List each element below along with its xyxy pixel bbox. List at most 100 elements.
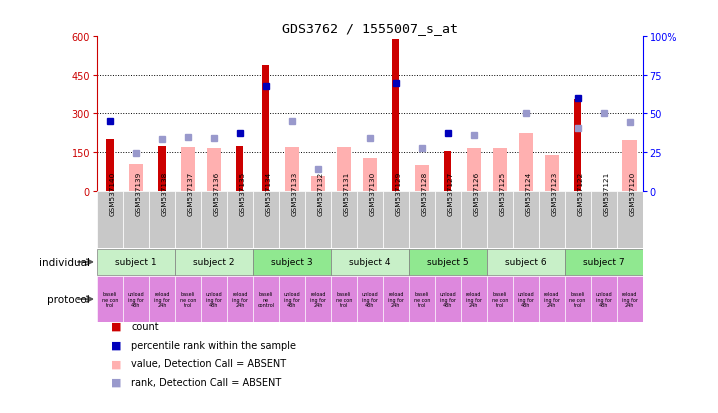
Text: GSM537139: GSM537139 (136, 172, 142, 216)
Bar (97, 249, 175, 275)
Text: ■: ■ (111, 377, 122, 387)
Bar (623, 141, 637, 191)
Bar (467, 149, 481, 191)
Bar (129, 164, 143, 191)
Bar (461, 191, 487, 248)
Bar (123, 277, 149, 322)
Text: GSM537134: GSM537134 (266, 172, 272, 216)
Bar (513, 191, 538, 248)
Text: GSM537129: GSM537129 (396, 172, 402, 216)
Text: percentile rank within the sample: percentile rank within the sample (131, 340, 297, 350)
Text: GSM537125: GSM537125 (500, 172, 505, 216)
Text: GSM537123: GSM537123 (551, 172, 558, 216)
Text: GSM537121: GSM537121 (604, 172, 610, 216)
Text: baseli
ne
control: baseli ne control (257, 292, 274, 307)
Bar (253, 277, 279, 322)
Bar (544, 155, 559, 191)
Text: GSM537128: GSM537128 (421, 172, 428, 216)
Bar (487, 249, 564, 275)
Text: GSM537120: GSM537120 (630, 172, 635, 216)
Text: GSM537138: GSM537138 (162, 172, 168, 216)
Text: reload
ing for
24h: reload ing for 24h (154, 292, 170, 307)
Bar (279, 277, 305, 322)
Bar (158, 146, 166, 191)
Text: baseli
ne con
trol: baseli ne con trol (492, 292, 508, 307)
Text: subject 3: subject 3 (271, 258, 312, 267)
Title: GDS3762 / 1555007_s_at: GDS3762 / 1555007_s_at (281, 21, 458, 35)
Bar (591, 277, 617, 322)
Bar (305, 191, 331, 248)
Bar (409, 191, 434, 248)
Text: subject 5: subject 5 (427, 258, 469, 267)
Bar (227, 277, 253, 322)
Text: GSM537122: GSM537122 (578, 172, 584, 216)
Text: reload
ing for
24h: reload ing for 24h (309, 292, 326, 307)
Bar (311, 177, 325, 191)
Text: GSM537140: GSM537140 (110, 172, 116, 216)
Bar (106, 140, 113, 191)
Text: value, Detection Call = ABSENT: value, Detection Call = ABSENT (131, 358, 286, 368)
Bar (383, 191, 409, 248)
Bar (149, 277, 175, 322)
Bar (518, 133, 533, 191)
Bar (617, 277, 643, 322)
Bar (357, 277, 383, 322)
Bar (149, 191, 175, 248)
Bar (574, 100, 582, 191)
Bar (357, 191, 383, 248)
Bar (414, 165, 429, 191)
Text: GSM537135: GSM537135 (240, 172, 246, 216)
Text: GSM537137: GSM537137 (188, 172, 194, 216)
Bar (284, 147, 299, 191)
Text: GSM537130: GSM537130 (370, 172, 376, 216)
Text: protocol: protocol (47, 294, 90, 304)
Bar (201, 277, 227, 322)
Text: GSM537133: GSM537133 (292, 172, 298, 216)
Bar (97, 191, 123, 248)
Bar (409, 277, 434, 322)
Bar (331, 191, 357, 248)
Text: GSM537136: GSM537136 (214, 172, 220, 216)
Bar (227, 191, 253, 248)
Bar (123, 191, 149, 248)
Text: reload
ing for
24h: reload ing for 24h (466, 292, 482, 307)
Bar (617, 191, 643, 248)
Text: baseli
ne con
trol: baseli ne con trol (414, 292, 430, 307)
Text: reload
ing for
24h: reload ing for 24h (622, 292, 638, 307)
Bar (175, 191, 201, 248)
Text: subject 2: subject 2 (193, 258, 235, 267)
Bar (331, 277, 357, 322)
Text: GSM537126: GSM537126 (474, 172, 480, 216)
Bar (591, 191, 617, 248)
Text: subject 6: subject 6 (505, 258, 546, 267)
Text: GSM537124: GSM537124 (526, 172, 531, 216)
Text: count: count (131, 321, 159, 331)
Bar (331, 249, 409, 275)
Text: rank, Detection Call = ABSENT: rank, Detection Call = ABSENT (131, 377, 281, 387)
Bar (97, 277, 123, 322)
Text: GSM537131: GSM537131 (344, 172, 350, 216)
Text: reload
ing for
24h: reload ing for 24h (232, 292, 248, 307)
Bar (363, 159, 377, 191)
Text: unload
ing for
48h: unload ing for 48h (439, 292, 456, 307)
Text: ■: ■ (111, 321, 122, 331)
Bar (253, 191, 279, 248)
Bar (392, 40, 399, 191)
Bar (181, 147, 195, 191)
Bar (461, 277, 487, 322)
Bar (383, 277, 409, 322)
Text: ■: ■ (111, 358, 122, 368)
Bar (305, 277, 331, 322)
Bar (175, 249, 253, 275)
Bar (564, 249, 643, 275)
Bar (207, 149, 221, 191)
Text: ■: ■ (111, 340, 122, 350)
Text: baseli
ne con
trol: baseli ne con trol (102, 292, 118, 307)
Bar (564, 277, 591, 322)
Text: unload
ing for
48h: unload ing for 48h (284, 292, 300, 307)
Bar (434, 277, 461, 322)
Bar (409, 249, 487, 275)
Bar (538, 191, 564, 248)
Text: subject 7: subject 7 (583, 258, 625, 267)
Text: individual: individual (39, 257, 90, 267)
